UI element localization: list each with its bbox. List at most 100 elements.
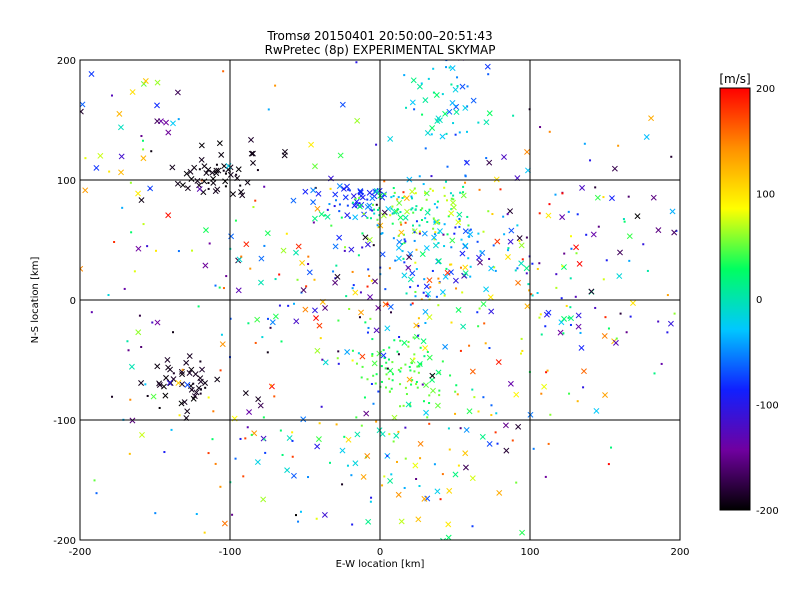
data-point-dot	[376, 208, 379, 211]
data-point-dot	[436, 206, 439, 209]
data-point-dot	[583, 142, 586, 145]
data-point-dot	[374, 382, 377, 385]
data-point-dot	[355, 362, 358, 365]
data-point-cross	[409, 188, 416, 195]
data-point-cross	[135, 190, 142, 197]
data-point-cross	[480, 301, 487, 307]
data-point-dot	[617, 144, 620, 147]
data-point-dot	[496, 442, 499, 445]
data-point-cross	[254, 459, 261, 466]
data-point-dot	[366, 331, 369, 334]
data-point-dot	[396, 208, 399, 211]
data-point-dot	[133, 270, 136, 273]
data-point-dot	[130, 231, 133, 234]
data-point-dot	[418, 224, 421, 227]
data-point-cross	[214, 376, 221, 383]
data-point-cross	[573, 244, 580, 251]
data-point-dot	[579, 331, 582, 334]
data-point-dot	[454, 133, 457, 136]
data-point-cross	[435, 258, 442, 265]
data-point-cross	[434, 402, 441, 409]
data-point-dot	[367, 268, 370, 271]
data-point-dot	[433, 233, 436, 236]
data-point-dot	[512, 114, 515, 117]
data-point-cross	[459, 250, 466, 257]
data-point-dot	[471, 525, 474, 528]
data-point-cross	[295, 243, 302, 250]
data-point-dot	[574, 295, 577, 298]
data-point-dot	[375, 373, 378, 376]
data-point-dot	[380, 232, 383, 235]
data-point-dot	[396, 350, 399, 353]
data-point-dot	[525, 236, 528, 239]
data-point-dot	[219, 485, 222, 488]
data-point-dot	[267, 108, 270, 111]
data-point-dot	[385, 361, 388, 364]
data-point-cross	[242, 390, 249, 397]
data-point-dot	[458, 225, 461, 228]
data-point-cross	[314, 347, 321, 354]
data-point-cross	[249, 150, 256, 157]
data-point-dot	[247, 322, 250, 325]
data-point-cross	[507, 380, 514, 387]
data-point-cross	[138, 380, 145, 386]
data-point-dot	[211, 438, 214, 441]
data-point-dot	[351, 349, 354, 352]
data-point-dot	[177, 250, 180, 253]
data-point-dot	[376, 224, 379, 227]
data-point-cross	[336, 234, 343, 241]
data-point-dot	[340, 216, 343, 219]
data-point-cross	[118, 153, 125, 160]
data-point-dot	[355, 416, 358, 419]
data-point-dot	[450, 321, 453, 324]
data-point-cross	[366, 189, 373, 196]
data-point-dot	[565, 304, 568, 307]
y-tick-label: 100	[57, 176, 76, 187]
data-point-dot	[454, 390, 457, 393]
data-point-cross	[344, 183, 350, 190]
data-point-cross	[154, 118, 161, 125]
data-point-cross	[409, 270, 416, 277]
data-point-dot	[403, 195, 406, 198]
data-point-dot	[336, 357, 339, 360]
data-point-cross	[395, 255, 402, 262]
data-point-dot	[297, 520, 300, 523]
data-point-cross	[184, 185, 191, 192]
data-point-cross	[411, 228, 418, 235]
data-point-cross	[195, 385, 202, 392]
data-point-dot	[369, 317, 372, 320]
data-point-cross	[483, 286, 490, 293]
data-point-dot	[449, 263, 452, 266]
data-point-cross	[281, 152, 288, 159]
data-point-cross	[376, 350, 383, 357]
data-point-dot	[463, 26, 465, 28]
data-point-dot	[411, 197, 414, 200]
data-point-cross	[496, 489, 503, 496]
data-point-dot	[420, 363, 423, 366]
data-point-cross	[178, 400, 185, 407]
data-point-dot	[360, 376, 363, 379]
data-point-dot	[404, 221, 407, 224]
data-point-dot	[108, 170, 111, 173]
data-point-dot	[335, 423, 338, 426]
data-point-cross	[235, 166, 242, 173]
data-point-dot	[467, 257, 470, 260]
data-point-cross	[440, 537, 447, 540]
data-point-cross	[140, 155, 147, 162]
data-point-cross	[364, 203, 371, 210]
data-point-cross	[371, 360, 378, 367]
data-point-dot	[476, 311, 479, 314]
data-point-dot	[400, 367, 403, 370]
data-point-dot	[445, 66, 448, 69]
data-point-dot	[274, 278, 277, 281]
data-point-dot	[516, 224, 519, 227]
data-point-dot	[389, 214, 392, 217]
data-point-cross	[138, 197, 145, 204]
data-point-cross	[416, 83, 423, 90]
data-point-cross	[463, 159, 470, 166]
data-point-cross	[258, 255, 265, 262]
data-point-dot	[567, 210, 570, 213]
data-point-dot	[715, 444, 717, 446]
data-point-dot	[413, 353, 416, 356]
data-point-dot	[370, 279, 373, 282]
